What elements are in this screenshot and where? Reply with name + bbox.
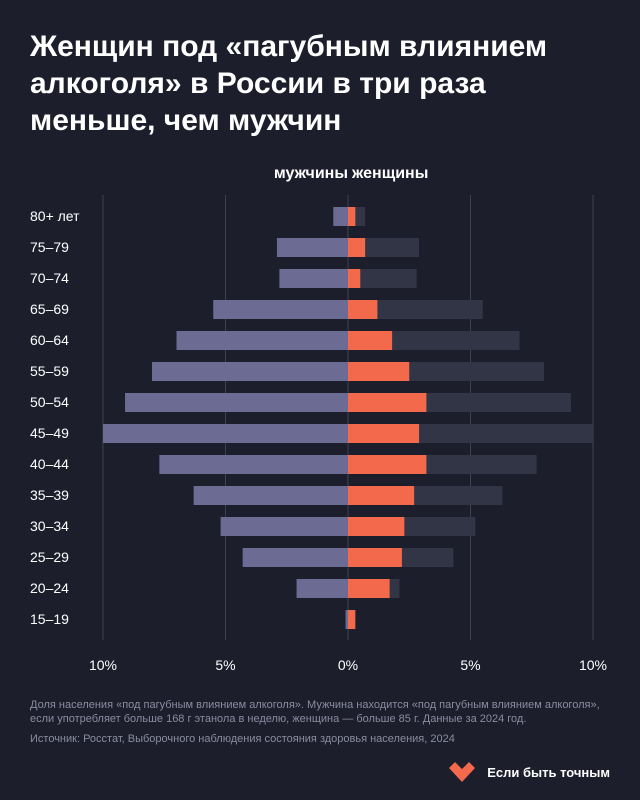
women-track-bar: [348, 300, 483, 319]
women-bar: [348, 548, 402, 567]
brand-name: Если быть точным: [487, 764, 610, 780]
women-bar: [348, 269, 361, 288]
footnote: Доля населения «под пагубным влиянием ал…: [30, 698, 615, 746]
women-bar: [348, 207, 356, 226]
men-bar: [103, 424, 348, 443]
age-group-label: 80+ лет: [30, 208, 80, 224]
age-group-label: 35–39: [30, 487, 69, 503]
age-group-label: 75–79: [30, 239, 69, 255]
women-bar: [348, 579, 390, 598]
butterfly-chart: 80+ лет 75–79 70–74 65–69 60–64 55–59 50–54 45–…: [30, 195, 607, 673]
men-bar: [125, 393, 348, 412]
chart-title: Женщин под «пагубным влиянием алкоголя» …: [30, 30, 548, 137]
men-bar: [296, 579, 348, 598]
heart-logo-icon: [449, 762, 476, 782]
age-group-label: 15–19: [30, 611, 69, 627]
age-group-label: 20–24: [30, 580, 69, 596]
men-bar: [345, 610, 348, 629]
x-tick-label: 10%: [579, 657, 607, 673]
women-bar: [348, 300, 378, 319]
x-tick-label: 10%: [89, 657, 117, 673]
women-track-bar: [348, 238, 420, 257]
women-bar: [348, 393, 427, 412]
footnote-definition: Доля населения «под пагубным влиянием ал…: [30, 699, 600, 725]
men-bar: [152, 362, 348, 381]
women-bar: [348, 362, 410, 381]
age-group-label: 60–64: [30, 332, 69, 348]
men-bar: [176, 331, 348, 350]
age-group-label: 70–74: [30, 270, 69, 286]
men-bar: [333, 207, 348, 226]
age-group-label: 30–34: [30, 518, 69, 534]
footnote-source: Источник: Росстат, Выборочного наблюдени…: [30, 733, 455, 745]
x-tick-label: 5%: [215, 657, 235, 673]
x-tick-label: 0%: [338, 657, 358, 673]
age-group-label: 25–29: [30, 549, 69, 565]
men-bar: [279, 269, 348, 288]
men-bar: [193, 486, 348, 505]
women-bar: [348, 424, 420, 443]
women-bar: [348, 238, 366, 257]
men-bar: [220, 517, 348, 536]
age-group-label: 45–49: [30, 425, 69, 441]
men-bar: [213, 300, 348, 319]
legend-women: женщины: [352, 165, 429, 182]
legend-men: мужчины: [273, 165, 348, 182]
age-group-label: 65–69: [30, 301, 69, 317]
women-bar: [348, 331, 393, 350]
women-bar: [348, 486, 415, 505]
men-bar: [276, 238, 348, 257]
age-group-label: 50–54: [30, 394, 69, 410]
women-bar: [348, 455, 427, 474]
women-bar: [348, 517, 405, 536]
age-group-label: 40–44: [30, 456, 69, 472]
men-bar: [242, 548, 348, 567]
brand: Если быть точным: [447, 760, 610, 784]
men-bar: [159, 455, 348, 474]
x-tick-label: 5%: [460, 657, 480, 673]
age-group-label: 55–59: [30, 363, 69, 379]
women-track-bar: [348, 269, 417, 288]
women-bar: [348, 610, 356, 629]
